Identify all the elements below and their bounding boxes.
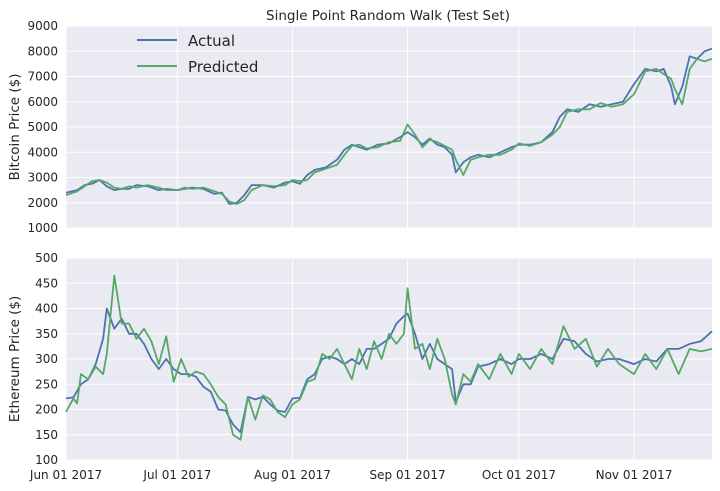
ethereum-y-ticks: 100 150 200 250 300 350 400 450 500 [35, 251, 58, 467]
x-tick-label: Oct 01 2017 [482, 468, 556, 482]
y-tick-label: 100 [35, 453, 58, 467]
ethereum-predicted-line [65, 274, 713, 441]
legend-predicted-label: Predicted [188, 58, 258, 76]
y-tick-label: 6000 [27, 95, 58, 109]
legend: Actual Predicted [137, 32, 258, 76]
y-tick-label: 9000 [27, 19, 58, 33]
x-tick-label: Nov 01 2017 [596, 468, 673, 482]
x-tick-label: Jun 01 2017 [29, 468, 102, 482]
y-tick-label: 2000 [27, 196, 58, 210]
y-tick-label: 5000 [27, 120, 58, 134]
bitcoin-y-axis-label: Bitcoin Price ($) [7, 74, 23, 181]
y-tick-label: 200 [35, 403, 58, 417]
bitcoin-gridlines [65, 25, 712, 229]
y-tick-label: 500 [35, 251, 58, 265]
y-tick-label: 8000 [27, 44, 58, 58]
y-tick-label: 450 [35, 276, 58, 290]
ethereum-gridlines [65, 257, 712, 461]
y-tick-label: 350 [35, 327, 58, 341]
ethereum-series [65, 274, 713, 441]
ethereum-actual-line [65, 307, 713, 434]
bitcoin-plot: 1000 2000 3000 4000 5000 6000 7000 8000 9000 Bit… [7, 19, 713, 235]
x-tick-label: Jul 01 2017 [142, 468, 211, 482]
ethereum-y-axis-label: Ethereum Price ($) [7, 296, 23, 423]
x-tick-label: Sep 01 2017 [370, 468, 446, 482]
y-tick-label: 4000 [27, 145, 58, 159]
y-tick-label: 150 [35, 428, 58, 442]
bitcoin-y-ticks: 1000 2000 3000 4000 5000 6000 7000 8000 9000 [27, 19, 58, 235]
y-tick-label: 300 [35, 352, 58, 366]
y-tick-label: 7000 [27, 70, 58, 84]
bitcoin-predicted-line [65, 57, 713, 205]
chart-title: Single Point Random Walk (Test Set) [266, 8, 510, 24]
y-tick-label: 400 [35, 302, 58, 316]
y-tick-label: 1000 [27, 221, 58, 235]
y-tick-label: 3000 [27, 171, 58, 185]
x-tick-labels: Jun 01 2017 Jul 01 2017 Aug 01 2017 Sep 01 … [29, 468, 673, 482]
y-tick-label: 250 [35, 377, 58, 391]
bitcoin-series [65, 47, 713, 205]
x-tick-label: Aug 01 2017 [254, 468, 331, 482]
legend-actual-label: Actual [188, 32, 235, 50]
